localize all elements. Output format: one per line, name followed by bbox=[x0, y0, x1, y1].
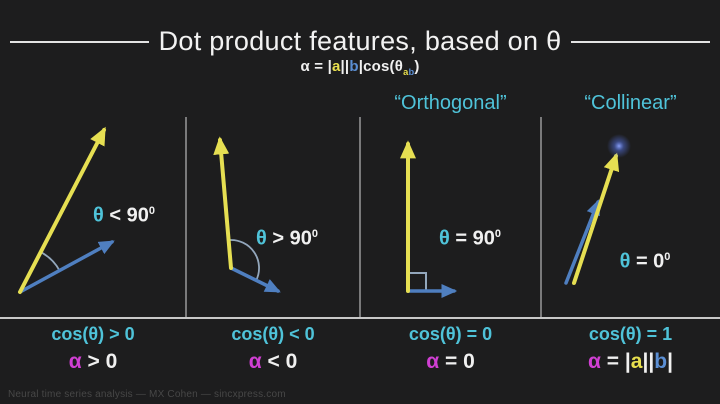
alpha-label-panel2: α < 0 bbox=[248, 350, 298, 373]
angle-label-panel1: θ < 900 bbox=[93, 204, 155, 227]
cos-label-panel4: cos(θ) = 1 bbox=[588, 324, 673, 344]
vector-a-panel4 bbox=[572, 152, 620, 285]
panel-heading-collinear: “Collinear” bbox=[584, 92, 677, 114]
angle-label-panel2: θ > 900 bbox=[256, 227, 318, 250]
vector-a-panel1 bbox=[18, 126, 106, 294]
page-title: Dot product features, based on θ bbox=[158, 26, 562, 56]
formula-subtitle: α = |a||b|cos(θab) bbox=[300, 58, 420, 77]
angle-label-panel4: θ = 00 bbox=[619, 250, 671, 273]
title-rule-left bbox=[10, 40, 149, 43]
angle-label-panel3: θ = 900 bbox=[439, 227, 501, 250]
summary-rows: cos(θ) > 0 cos(θ) < 0 cos(θ) = 0 cos(θ) … bbox=[0, 322, 720, 374]
panel-heading-orthogonal: “Orthogonal” bbox=[394, 92, 507, 114]
alpha-row: α > 0 α < 0 α = 0 α = |a||b| bbox=[0, 345, 720, 374]
angle-arc-1 bbox=[40, 251, 61, 271]
vector-b-panel4 bbox=[564, 199, 600, 285]
footer-credit: Neural time series analysis — MX Cohen —… bbox=[8, 389, 286, 400]
right-angle-marker bbox=[408, 272, 427, 291]
pointer-glow-dot bbox=[607, 134, 631, 158]
cos-label-panel3: cos(θ) = 0 bbox=[408, 324, 493, 344]
vector-b-panel1 bbox=[18, 240, 115, 294]
cos-row: cos(θ) > 0 cos(θ) < 0 cos(θ) = 0 cos(θ) … bbox=[0, 322, 720, 345]
alpha-label-panel1: α > 0 bbox=[68, 350, 118, 373]
vector-a-panel2 bbox=[213, 136, 233, 270]
cos-label-panel2: cos(θ) < 0 bbox=[231, 324, 315, 344]
cos-label-panel1: cos(θ) > 0 bbox=[51, 324, 135, 344]
alpha-label-panel3: α = 0 bbox=[426, 350, 475, 373]
title-row: Dot product features, based on θ bbox=[0, 26, 720, 57]
vector-b-panel2 bbox=[229, 266, 281, 293]
title-rule-right bbox=[571, 40, 711, 43]
angle-arc-2 bbox=[228, 239, 260, 282]
alpha-label-panel4: α = |a||b| bbox=[588, 350, 673, 373]
